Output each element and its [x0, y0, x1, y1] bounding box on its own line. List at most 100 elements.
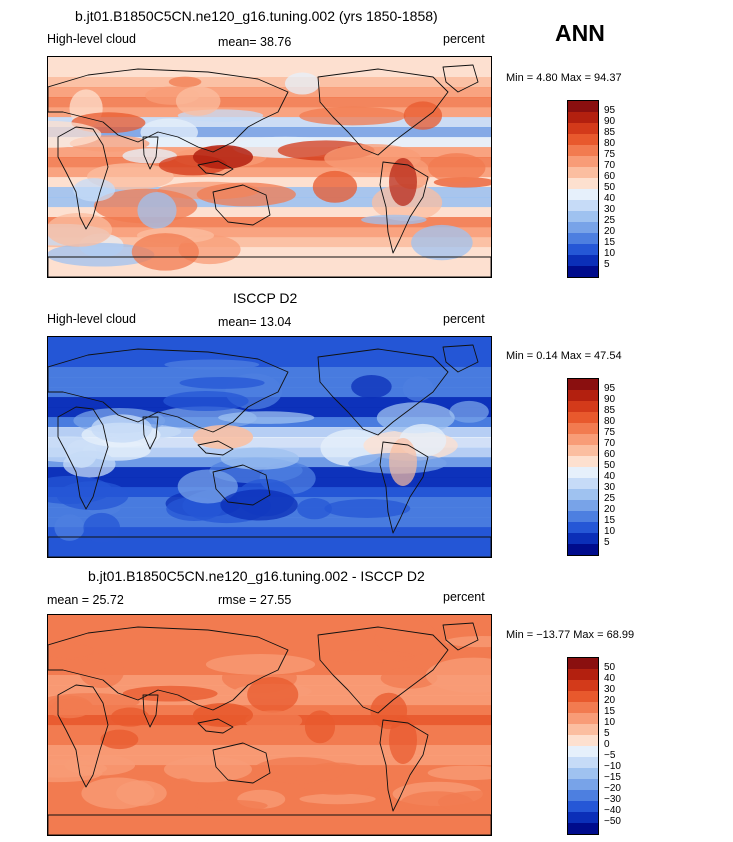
colorbar-tick-label: −20	[604, 783, 621, 794]
map-contour-blob	[140, 118, 198, 147]
panel-3-map	[47, 614, 492, 836]
map-contour-blob	[427, 765, 491, 781]
map-contour-blob	[179, 376, 265, 389]
map-contour-blob	[48, 120, 102, 148]
colorbar-swatch	[568, 401, 598, 412]
colorbar-swatch	[568, 801, 598, 812]
colorbar-tick-label: 50	[604, 182, 616, 193]
colorbar-swatch	[568, 423, 598, 434]
map-contour-blob	[445, 635, 491, 648]
map-contour-band	[48, 357, 491, 368]
map-contour-band	[48, 237, 491, 248]
coastline	[57, 406, 109, 510]
map-contour-blob	[324, 499, 411, 518]
map-contour-blob	[402, 376, 434, 402]
map-amazon-feature	[389, 158, 417, 206]
colorbar-swatch	[568, 768, 598, 779]
map-contour-blob	[218, 411, 315, 424]
map-contour-band	[48, 167, 491, 178]
colorbar-tick-label: 75	[604, 149, 616, 160]
panel-3-minmax: Min = −13.77 Max = 68.99	[506, 629, 635, 641]
colorbar-tick-label: 30	[604, 482, 616, 493]
coastline	[197, 440, 234, 456]
map-contour-blob	[205, 654, 316, 675]
coastline	[48, 348, 289, 433]
panel-3-colorbar	[567, 657, 599, 835]
coastline	[57, 126, 109, 230]
map-contour-blob	[411, 224, 473, 261]
colorbar-swatch	[568, 456, 598, 467]
coastline	[379, 719, 429, 812]
panel-1-variable-label: High-level cloud	[47, 32, 136, 46]
coastline	[212, 464, 271, 506]
map-contour-band	[48, 815, 491, 826]
map-contour-blob	[299, 106, 406, 126]
coastline	[442, 64, 479, 93]
map-contour-band	[48, 227, 491, 238]
colorbar-swatch	[568, 522, 598, 533]
coastline	[48, 814, 491, 835]
panel-1-units: percent	[443, 32, 485, 46]
map-contour-band	[48, 57, 491, 68]
panel-2-variable-label: High-level cloud	[47, 312, 136, 326]
colorbar-tick-label: 75	[604, 427, 616, 438]
colorbar-tick-label: 40	[604, 673, 616, 684]
map-contour-blob	[312, 170, 358, 203]
colorbar-swatch	[568, 511, 598, 522]
map-contour-band	[48, 257, 491, 268]
colorbar-swatch	[568, 823, 598, 834]
colorbar-swatch	[568, 735, 598, 746]
map-contour-band	[48, 117, 491, 128]
coastline	[442, 344, 479, 373]
map-contour-blob	[110, 707, 150, 727]
colorbar-swatch	[568, 790, 598, 801]
colorbar-tick-label: 25	[604, 215, 616, 226]
coastline	[442, 622, 479, 651]
colorbar-swatch	[568, 669, 598, 680]
map-contour-blob	[380, 667, 438, 689]
colorbar-swatch	[568, 478, 598, 489]
map-contour-blob	[244, 710, 303, 732]
colorbar-tick-label: 60	[604, 449, 616, 460]
map-contour-blob	[425, 657, 491, 693]
map-contour-band	[48, 157, 491, 168]
colorbar-tick-label: −50	[604, 816, 621, 827]
panel-2-minmax: Min = 0.14 Max = 47.54	[506, 350, 622, 362]
colorbar-swatch	[568, 244, 598, 255]
coastline	[48, 626, 289, 711]
colorbar-swatch	[568, 500, 598, 511]
panel-1-minmax: Min = 4.80 Max = 94.37	[506, 72, 622, 84]
coastline	[197, 160, 234, 176]
map-contour-band	[48, 745, 491, 756]
colorbar-swatch	[568, 691, 598, 702]
colorbar-tick-label: 25	[604, 493, 616, 504]
map-contour-blob	[63, 450, 116, 478]
map-contour-blob	[220, 489, 298, 521]
map-contour-blob	[175, 86, 221, 116]
map-amazon-feature	[389, 438, 417, 486]
map-contour-blob	[376, 402, 455, 434]
map-contour-blob	[73, 178, 116, 202]
panel-3-title: b.jt01.B1850C5CN.ne120_g16.tuning.002 - …	[88, 568, 425, 584]
colorbar-tick-label: 10	[604, 717, 616, 728]
colorbar-swatch	[568, 200, 598, 211]
map-amazon-feature	[389, 716, 417, 764]
colorbar-tick-label: 60	[604, 171, 616, 182]
colorbar-tick-label: 5	[604, 259, 610, 270]
map-contour-blob	[83, 512, 121, 543]
map-contour-band	[48, 775, 491, 786]
coastline	[48, 536, 491, 557]
coastline	[142, 136, 159, 170]
colorbar-swatch	[568, 167, 598, 178]
map-contour-blob	[304, 710, 336, 744]
colorbar-tick-label: 90	[604, 116, 616, 127]
colorbar-swatch	[568, 379, 598, 390]
colorbar-tick-label: 5	[604, 728, 610, 739]
map-contour-band	[48, 625, 491, 636]
colorbar-swatch	[568, 101, 598, 112]
map-contour-blob	[351, 375, 392, 399]
map-contour-blob	[403, 101, 443, 130]
panel-3-mean: mean = 25.72	[47, 593, 124, 607]
map-contour-blob	[100, 729, 139, 750]
colorbar-tick-label: 15	[604, 515, 616, 526]
